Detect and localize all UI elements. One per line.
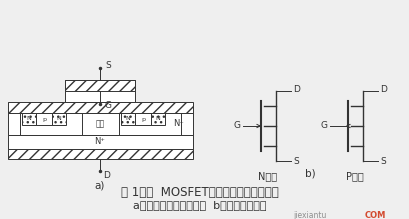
Text: S: S: [105, 62, 110, 71]
Text: S: S: [379, 157, 385, 166]
Text: N: N: [155, 117, 160, 122]
Text: b): b): [304, 169, 315, 179]
Text: N⁻: N⁻: [173, 120, 184, 129]
Text: p: p: [42, 117, 46, 122]
Text: COM: COM: [364, 210, 385, 219]
Text: p: p: [141, 117, 145, 122]
Text: G: G: [105, 101, 112, 111]
Bar: [52, 113, 66, 125]
Text: N⁺: N⁺: [94, 138, 105, 147]
Bar: [20, 113, 82, 135]
Text: jiexiantu: jiexiantu: [292, 210, 326, 219]
Text: D: D: [292, 85, 299, 95]
Text: N: N: [27, 117, 31, 122]
Bar: [22, 113, 36, 125]
Text: S: S: [292, 157, 298, 166]
Text: P沟道: P沟道: [345, 171, 363, 181]
Text: 沟道: 沟道: [95, 120, 104, 129]
Text: a）内部结构断面示意图  b）电气图形符号: a）内部结构断面示意图 b）电气图形符号: [133, 200, 266, 210]
Bar: [65, 80, 135, 102]
Bar: [8, 135, 193, 149]
Bar: [36, 113, 52, 125]
Text: D: D: [103, 171, 110, 180]
Text: 图 1功率  MOSFET的结构和电气图形符号: 图 1功率 MOSFET的结构和电气图形符号: [121, 185, 278, 198]
Text: G: G: [233, 122, 240, 131]
Bar: [119, 113, 180, 135]
Text: G: G: [320, 122, 327, 131]
Text: N: N: [56, 117, 61, 122]
Bar: [65, 80, 135, 91]
Bar: [8, 102, 193, 113]
Bar: [121, 113, 135, 125]
Bar: [8, 113, 193, 135]
Text: N: N: [125, 117, 130, 122]
Bar: [151, 113, 164, 125]
Bar: [135, 113, 151, 125]
Text: D: D: [379, 85, 386, 95]
Bar: [8, 149, 193, 159]
Text: N沟道: N沟道: [258, 171, 277, 181]
Text: a): a): [94, 180, 105, 190]
